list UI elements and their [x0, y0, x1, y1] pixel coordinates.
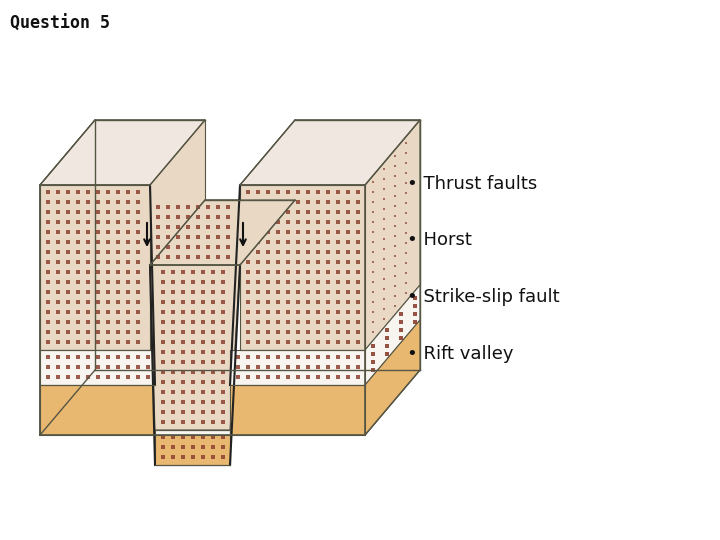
- Polygon shape: [240, 185, 365, 350]
- Polygon shape: [40, 120, 205, 185]
- Polygon shape: [40, 285, 95, 385]
- Polygon shape: [40, 185, 150, 350]
- Text: • Horst: • Horst: [407, 231, 472, 249]
- Polygon shape: [40, 370, 420, 435]
- Text: • Rift valley: • Rift valley: [407, 345, 513, 363]
- Polygon shape: [230, 385, 365, 435]
- Polygon shape: [365, 285, 420, 385]
- Polygon shape: [240, 120, 420, 185]
- Polygon shape: [40, 320, 95, 435]
- Polygon shape: [365, 320, 420, 435]
- Polygon shape: [40, 120, 205, 185]
- Polygon shape: [155, 435, 230, 465]
- Polygon shape: [155, 430, 230, 465]
- Polygon shape: [40, 120, 95, 350]
- Text: • Thrust faults: • Thrust faults: [407, 174, 537, 193]
- Text: • Strike-slip fault: • Strike-slip fault: [407, 288, 559, 306]
- Polygon shape: [150, 265, 240, 430]
- Polygon shape: [40, 350, 155, 385]
- Polygon shape: [295, 120, 420, 285]
- Polygon shape: [230, 350, 365, 385]
- Polygon shape: [365, 120, 420, 350]
- Polygon shape: [240, 120, 420, 185]
- Text: Question 5: Question 5: [10, 15, 110, 33]
- Polygon shape: [40, 385, 155, 435]
- Polygon shape: [95, 120, 205, 285]
- Polygon shape: [150, 200, 295, 265]
- Polygon shape: [150, 200, 295, 265]
